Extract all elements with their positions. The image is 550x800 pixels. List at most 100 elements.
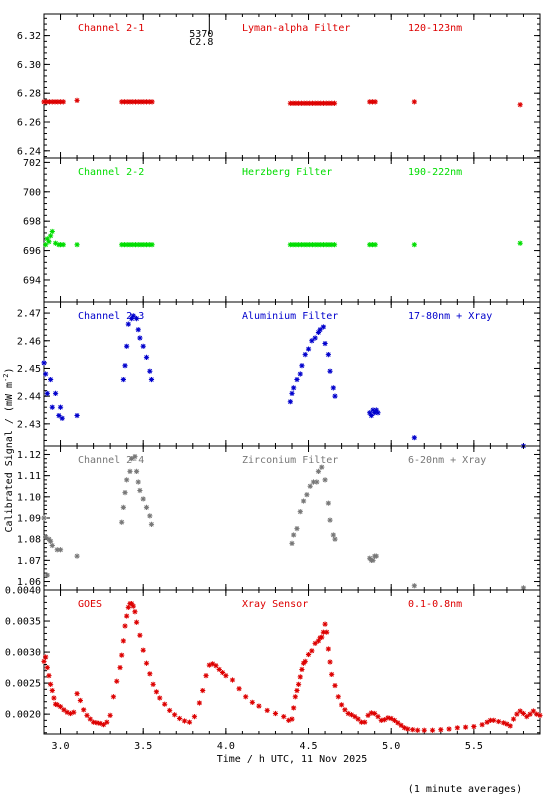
data-point — [148, 521, 155, 527]
data-point — [325, 646, 331, 652]
data-point — [318, 100, 324, 106]
data-point — [132, 453, 138, 460]
data-point — [429, 727, 436, 733]
data-point — [71, 709, 77, 715]
data-point — [51, 695, 57, 701]
data-point — [405, 726, 411, 732]
data-point — [320, 629, 327, 635]
data-point — [223, 673, 229, 679]
data-point — [362, 719, 368, 725]
data-point — [298, 100, 304, 106]
data-point — [41, 360, 47, 366]
data-point — [74, 691, 80, 697]
data-point — [367, 99, 373, 105]
data-point — [91, 719, 97, 725]
data-point — [44, 572, 50, 578]
data-point — [411, 99, 417, 105]
y-axis-label-text: Calibrated Signal / (mW m — [4, 382, 15, 533]
data-point — [121, 242, 128, 248]
data-point — [372, 710, 378, 717]
data-point — [124, 99, 130, 105]
data-point — [272, 710, 279, 717]
data-point — [143, 660, 150, 666]
data-point — [124, 477, 130, 483]
filter-label: Lyman-alpha Filter — [242, 23, 350, 34]
data-point — [289, 390, 295, 396]
data-point — [304, 100, 310, 106]
band-label: 0.1-0.8nm — [408, 599, 462, 610]
data-point — [46, 239, 52, 245]
data-point — [127, 468, 133, 475]
data-point — [124, 613, 130, 619]
channel-label: Channel 2-1 — [78, 23, 144, 34]
data-point — [52, 701, 59, 707]
data-point — [210, 661, 216, 667]
data-point — [122, 623, 128, 629]
data-point — [496, 718, 502, 725]
data-point — [410, 727, 416, 733]
data-point — [77, 697, 83, 704]
data-point — [325, 500, 331, 506]
series-2 — [43, 228, 523, 248]
data-point — [157, 695, 163, 701]
x-tick-label: 3.0 — [52, 741, 70, 752]
data-point — [149, 99, 155, 105]
data-point — [43, 242, 49, 248]
data-point — [484, 719, 490, 725]
series-3 — [41, 313, 527, 449]
data-point — [176, 715, 183, 722]
y-tick-label: 1.10 — [17, 492, 41, 503]
data-point — [373, 553, 379, 559]
data-point — [299, 666, 305, 673]
panel-2: 694 696 698 700 702 Channel 2-2 Herzberg Filte… — [23, 157, 541, 303]
data-point — [100, 722, 107, 728]
data-point — [146, 99, 152, 105]
data-point — [140, 496, 146, 502]
data-point — [297, 509, 303, 515]
y-tick-label: 694 — [23, 275, 41, 286]
panel-4: 1.06 1.07 1.08 1.09 1.10 1.11 1.12 Channel 2-4 Z… — [17, 445, 541, 591]
data-point — [296, 681, 302, 687]
data-point — [119, 99, 125, 105]
data-point — [312, 335, 318, 341]
data-point — [507, 723, 513, 729]
data-point — [534, 711, 540, 717]
data-point — [46, 99, 53, 105]
data-point — [520, 710, 527, 717]
data-point — [378, 717, 384, 723]
data-point — [320, 100, 327, 106]
data-point — [372, 242, 378, 248]
data-point — [122, 489, 128, 496]
data-point — [216, 666, 222, 673]
data-point — [297, 371, 303, 377]
y-tick-label: 698 — [23, 217, 41, 228]
data-point — [135, 479, 141, 485]
data-point — [327, 368, 333, 374]
band-label: 17-80nm + Xray — [408, 311, 492, 322]
data-point — [335, 694, 341, 700]
data-point — [514, 711, 520, 717]
y-tick-label: 0.0020 — [5, 710, 41, 721]
data-point — [49, 99, 55, 105]
data-point — [289, 716, 295, 722]
data-point — [48, 376, 54, 383]
data-point — [107, 712, 113, 718]
data-point — [293, 100, 299, 106]
data-point — [352, 714, 358, 720]
event-marker-label-1: 5370 — [189, 29, 213, 40]
data-point — [74, 242, 80, 248]
data-point — [172, 712, 178, 718]
data-point — [391, 717, 398, 723]
data-point — [355, 716, 361, 722]
data-point — [305, 346, 312, 352]
data-point — [130, 99, 136, 105]
y-tick-label: 2.47 — [17, 309, 41, 320]
panel-frame — [43, 301, 541, 447]
y-tick-label: 1.06 — [17, 577, 41, 588]
data-point — [57, 547, 64, 553]
data-point — [312, 100, 318, 106]
filter-label: Aluminium Filter — [242, 311, 338, 322]
data-point — [41, 515, 47, 521]
data-point — [43, 371, 49, 377]
